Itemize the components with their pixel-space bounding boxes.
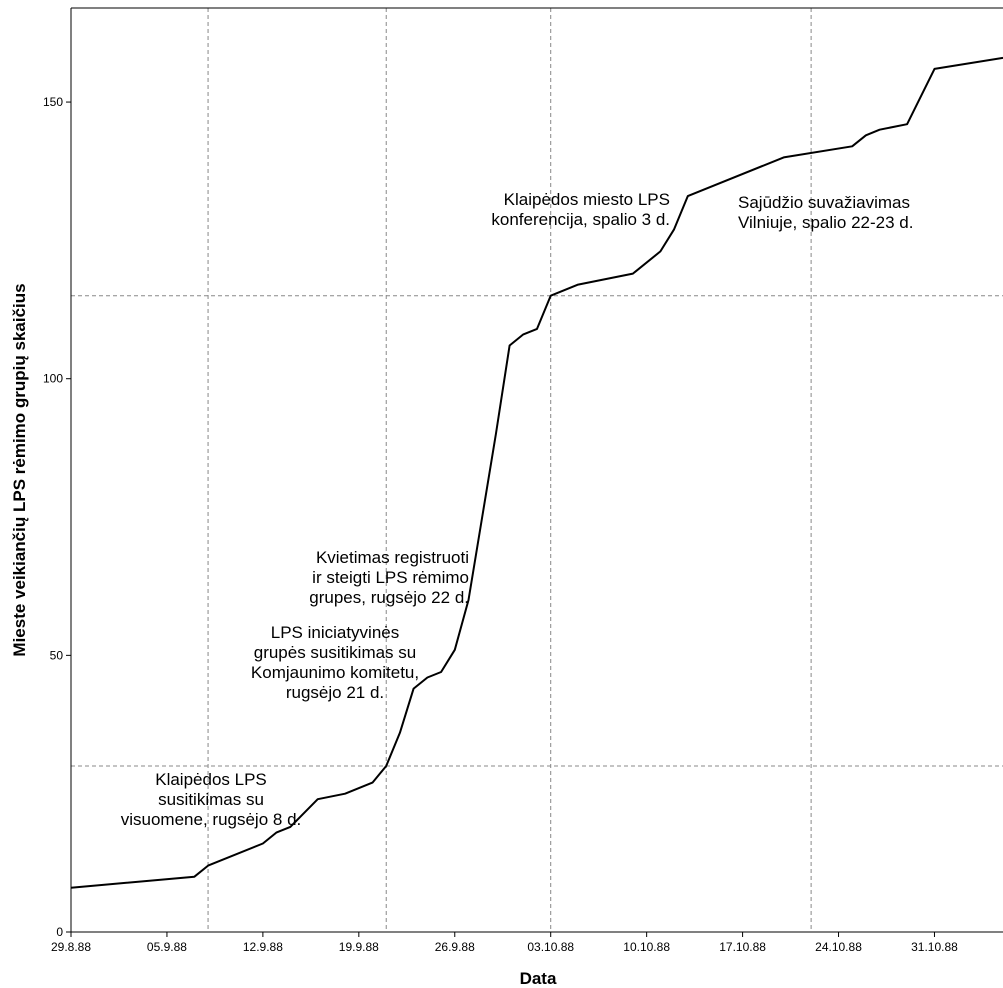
x-tick-label: 24.10.88 bbox=[815, 940, 862, 954]
series-layer bbox=[70, 56, 1003, 889]
x-tick-label: 31.10.88 bbox=[911, 940, 958, 954]
series-line bbox=[70, 56, 1003, 889]
annotation-klaipeda-conf: Klaipėdos miesto LPS konferencija, spalio… bbox=[491, 190, 670, 229]
y-tick-label: 100 bbox=[43, 372, 63, 386]
x-axis-title: Data bbox=[520, 969, 557, 988]
y-tick-label: 150 bbox=[43, 95, 63, 109]
x-tick-label: 05.9.88 bbox=[147, 940, 187, 954]
annotation-iniciatyvine: LPS iniciatyvinės grupės susitikimas su Ko… bbox=[251, 623, 419, 702]
y-ticks: 0 50 100 150 bbox=[43, 95, 71, 939]
annotation-kvietimas: Kvietimas registruoti ir steigti LPS rėmi… bbox=[309, 548, 469, 607]
x-tick-label: 17.10.88 bbox=[719, 940, 766, 954]
annotation-visuomene: Klaipėdos LPS susitikimas su visuomene, ru… bbox=[121, 770, 302, 829]
annotations: Sajūdžio suvažiavimas Vilniuje, spalio 22… bbox=[121, 190, 914, 829]
y-tick-label: 0 bbox=[56, 925, 63, 939]
x-tick-label: 29.8.88 bbox=[51, 940, 91, 954]
plot-frame bbox=[70, 7, 1003, 933]
x-ticks: 29.8.88 05.9.88 12.9.88 19.9.88 26.9.88 03.10… bbox=[51, 932, 958, 954]
y-axis-title: Mieste veikiančių LPS rėmimo grupių skai… bbox=[10, 283, 29, 656]
x-tick-label: 03.10.88 bbox=[527, 940, 574, 954]
x-tick-label: 12.9.88 bbox=[243, 940, 283, 954]
annotation-sajudis: Sajūdžio suvažiavimas Vilniuje, spalio 22… bbox=[738, 193, 913, 232]
x-tick-label: 26.9.88 bbox=[435, 940, 475, 954]
x-tick-label: 10.10.88 bbox=[623, 940, 670, 954]
y-tick-label: 50 bbox=[50, 648, 64, 662]
x-tick-label: 19.9.88 bbox=[339, 940, 379, 954]
gridlines bbox=[71, 8, 1003, 932]
